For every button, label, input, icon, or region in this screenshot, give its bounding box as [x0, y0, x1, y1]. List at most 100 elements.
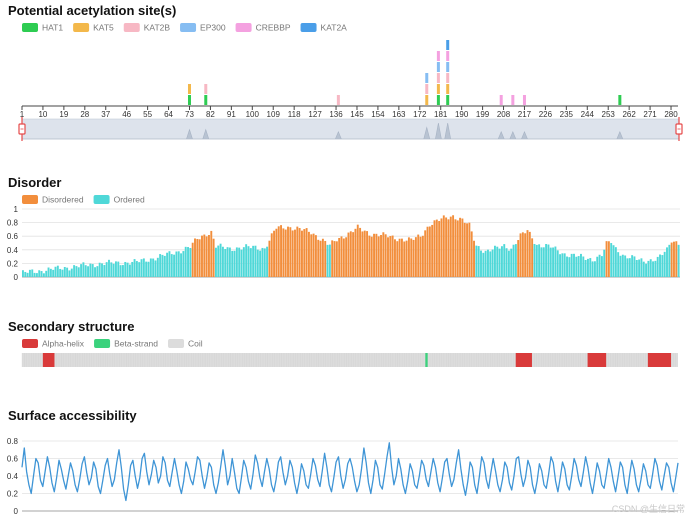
- disorder-bar: [124, 261, 127, 277]
- disorder-bar: [445, 217, 448, 277]
- zoom-slider-preview: [22, 122, 679, 140]
- legend-label-beta-strand: Beta-strand: [114, 339, 158, 349]
- disorder-bar: [659, 254, 661, 277]
- disorder-bar: [135, 261, 138, 277]
- x-tick-label: 145: [350, 110, 364, 119]
- disorder-bar: [440, 218, 443, 277]
- disorder-bar: [287, 226, 289, 277]
- disorder-bar: [410, 238, 413, 277]
- disorder-title: Disorder: [8, 175, 61, 190]
- disorder-bar: [170, 254, 173, 277]
- legend-item-crebbp[interactable]: CREBBP: [235, 23, 291, 33]
- disorder-bar: [612, 245, 615, 277]
- disorder-bar: [596, 256, 599, 277]
- disorder-bar: [187, 247, 189, 277]
- site-bar-184-kat2a: [446, 40, 450, 50]
- disorder-bar: [259, 250, 262, 277]
- disorder-bar: [526, 230, 529, 277]
- site-bar-180-crebbp: [436, 51, 440, 61]
- legend-label-crebbp: CREBBP: [256, 23, 291, 33]
- disorder-bar: [656, 256, 659, 277]
- disorder-bar: [91, 264, 94, 277]
- disorder-bar: [666, 247, 668, 277]
- disorder-bar: [115, 261, 117, 277]
- legend-label-hat1: HAT1: [42, 23, 63, 33]
- disorder-legend[interactable]: Disordered Ordered: [22, 195, 145, 205]
- disorder-bar: [154, 260, 157, 277]
- disorder-bar: [382, 232, 385, 277]
- site-bar-80-kat2b: [204, 84, 208, 94]
- disorder-bar: [208, 235, 210, 277]
- disorder-bar: [568, 257, 571, 277]
- x-tick-label: 1: [20, 110, 25, 119]
- legend-item-disordered[interactable]: Disordered: [22, 195, 84, 205]
- x-tick-label: 208: [497, 110, 511, 119]
- disorder-bar: [326, 244, 329, 277]
- disorder-bar: [77, 267, 80, 277]
- disorder-bar: [242, 247, 245, 277]
- disorder-bar: [538, 244, 541, 277]
- legend-item-coil[interactable]: Coil: [168, 339, 203, 349]
- zoom-slider-track[interactable]: [21, 118, 680, 140]
- disorder-bar: [482, 252, 485, 277]
- disorder-bar: [368, 235, 371, 277]
- disorder-bar: [677, 244, 680, 277]
- disorder-bar: [361, 231, 364, 277]
- disorder-bar: [103, 265, 106, 277]
- disorder-bar: [224, 249, 227, 277]
- disorder-bar: [649, 259, 652, 277]
- legend-item-kat2b[interactable]: KAT2B: [123, 23, 171, 33]
- site-bar-258-hat1: [618, 95, 622, 105]
- disorder-bar: [442, 215, 445, 277]
- disorder-bar: [312, 233, 315, 277]
- disorder-bar: [152, 258, 155, 277]
- disorder-bar: [561, 253, 564, 277]
- disorder-bar: [628, 258, 631, 277]
- zoom-handle-left[interactable]: [18, 117, 26, 141]
- legend-item-ordered[interactable]: Ordered: [93, 195, 145, 205]
- legend-item-hat1[interactable]: HAT1: [22, 23, 63, 33]
- zoom-handle-right[interactable]: [675, 117, 683, 141]
- disorder-bar: [405, 240, 408, 277]
- disorder-bar: [563, 253, 566, 277]
- disorder-bar: [119, 265, 122, 277]
- disorder-bar: [428, 226, 431, 277]
- legend-item-beta-strand[interactable]: Beta-strand: [94, 339, 158, 349]
- disorder-bar: [514, 244, 517, 277]
- disorder-bar: [605, 241, 608, 277]
- disorder-bar: [49, 268, 52, 277]
- legend-swatch-disordered: [22, 195, 38, 204]
- disorder-bar: [340, 236, 343, 277]
- legend-swatch-alpha-helix: [22, 339, 38, 348]
- disorder-bar: [240, 249, 243, 277]
- disorder-bar: [491, 249, 494, 277]
- x-tick-label: 109: [267, 110, 281, 119]
- segment-alpha-helix: [647, 353, 672, 367]
- disorder-bar: [531, 238, 534, 277]
- secondary-structure-legend[interactable]: Alpha-helix Beta-strand Coil: [22, 339, 203, 349]
- disorder-bar: [94, 267, 96, 277]
- legend-item-ep300[interactable]: EP300: [180, 23, 226, 33]
- disorder-bar: [59, 268, 62, 277]
- disorder-bar: [463, 222, 466, 277]
- legend-item-kat5[interactable]: KAT5: [73, 23, 114, 33]
- x-tick-label: 199: [476, 110, 490, 119]
- disorder-bar: [503, 244, 506, 277]
- disorder-bar: [487, 249, 489, 277]
- x-tick-label: 19: [59, 110, 68, 119]
- legend-item-kat2a[interactable]: KAT2A: [300, 23, 348, 33]
- x-tick-label: 235: [560, 110, 574, 119]
- disorder-bar: [575, 256, 578, 277]
- disorder-bar: [28, 269, 31, 277]
- disorder-bar: [22, 270, 24, 277]
- disorder-bar: [82, 262, 85, 277]
- disorder-bar: [54, 266, 57, 277]
- site-bar-175-kat2b: [425, 84, 429, 94]
- acetylation-legend[interactable]: HAT1 KAT5 KAT2B EP300 CREBBP KAT2A: [22, 23, 347, 33]
- disorder-y-tick-label: 0.8: [7, 219, 19, 228]
- disorder-bar: [219, 243, 222, 277]
- disorder-bar: [68, 270, 71, 277]
- disorder-bar: [168, 251, 171, 277]
- zoom-slider[interactable]: [18, 117, 683, 141]
- legend-item-alpha-helix[interactable]: Alpha-helix: [22, 339, 85, 349]
